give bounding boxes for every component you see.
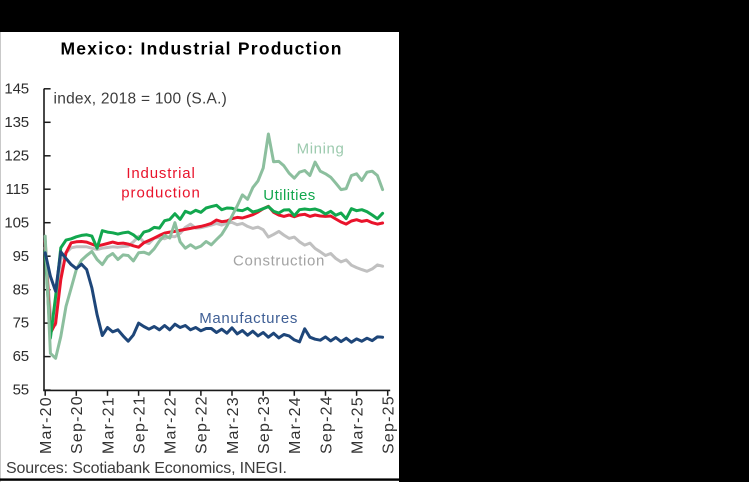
svg-text:65: 65: [13, 348, 29, 365]
svg-text:145: 145: [4, 80, 29, 97]
svg-text:Sources: Scotiabank Economics,: Sources: Scotiabank Economics, INEGI.: [6, 460, 287, 477]
svg-text:Mexico: Industrial Production: Mexico: Industrial Production: [60, 39, 342, 59]
svg-text:105: 105: [4, 214, 29, 231]
svg-text:Industrial: Industrial: [126, 165, 195, 182]
svg-text:Construction: Construction: [233, 253, 325, 270]
svg-text:production: production: [121, 185, 201, 202]
svg-text:Sep-23: Sep-23: [256, 395, 273, 454]
svg-text:Manufactures: Manufactures: [199, 310, 298, 327]
svg-text:Sep-22: Sep-22: [194, 395, 211, 454]
svg-text:index, 2018 = 100 (S.A.): index, 2018 = 100 (S.A.): [54, 90, 228, 107]
svg-text:Mar-25: Mar-25: [349, 396, 366, 454]
svg-text:85: 85: [13, 281, 29, 298]
svg-text:Utilities: Utilities: [263, 187, 315, 204]
svg-text:Sep-20: Sep-20: [69, 395, 86, 454]
svg-text:Mar-22: Mar-22: [163, 396, 180, 454]
svg-text:125: 125: [4, 147, 29, 164]
svg-text:Mar-20: Mar-20: [38, 396, 55, 454]
svg-text:135: 135: [4, 114, 29, 131]
svg-text:55: 55: [13, 382, 29, 399]
svg-text:Sep-21: Sep-21: [131, 395, 148, 454]
svg-text:Sep-25: Sep-25: [381, 395, 398, 454]
svg-text:Sep-24: Sep-24: [318, 395, 335, 454]
svg-text:Mar-23: Mar-23: [225, 396, 242, 454]
svg-text:Mar-24: Mar-24: [287, 396, 304, 454]
svg-text:95: 95: [13, 248, 29, 265]
svg-text:115: 115: [6, 181, 29, 198]
svg-text:75: 75: [13, 315, 29, 332]
svg-text:Mining: Mining: [297, 141, 345, 158]
svg-text:Mar-21: Mar-21: [100, 396, 117, 454]
